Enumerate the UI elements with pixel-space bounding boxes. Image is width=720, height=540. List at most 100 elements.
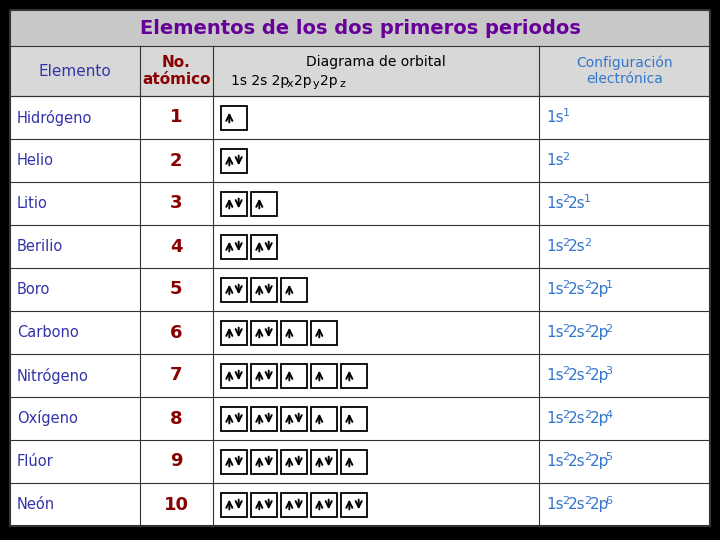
Bar <box>251 449 277 474</box>
Bar <box>281 492 307 516</box>
Text: 2p: 2p <box>294 74 312 88</box>
Text: 1: 1 <box>584 194 591 205</box>
Text: 2: 2 <box>562 194 570 205</box>
Text: 2p: 2p <box>590 454 609 469</box>
Text: 2: 2 <box>584 238 591 247</box>
Text: 2: 2 <box>562 152 570 161</box>
Text: 2: 2 <box>562 280 570 291</box>
Bar <box>251 407 277 430</box>
Text: 3: 3 <box>606 367 613 376</box>
Bar <box>281 363 307 388</box>
Bar <box>221 192 247 215</box>
Bar <box>251 278 277 301</box>
Text: Hidrógeno: Hidrógeno <box>17 110 92 125</box>
Text: Carbono: Carbono <box>17 325 78 340</box>
Text: 1s 2s 2p: 1s 2s 2p <box>231 74 289 88</box>
Text: 2p: 2p <box>590 497 609 512</box>
Text: 2s: 2s <box>568 497 585 512</box>
Text: Helio: Helio <box>17 153 54 168</box>
Text: 2: 2 <box>606 323 613 334</box>
Text: Elementos de los dos primeros periodos: Elementos de los dos primeros periodos <box>140 18 580 37</box>
Text: Elemento: Elemento <box>38 64 111 78</box>
Text: 2p: 2p <box>590 325 609 340</box>
Bar <box>341 407 367 430</box>
Text: 1s: 1s <box>546 411 564 426</box>
Bar <box>221 234 247 259</box>
Text: 4: 4 <box>606 409 613 420</box>
Text: 2: 2 <box>584 409 591 420</box>
Bar <box>281 278 307 301</box>
Bar <box>221 278 247 301</box>
Bar <box>251 234 277 259</box>
Text: 2: 2 <box>584 367 591 376</box>
Text: 2: 2 <box>562 453 570 462</box>
Bar <box>311 449 337 474</box>
Text: 1s: 1s <box>546 368 564 383</box>
Text: Oxígeno: Oxígeno <box>17 410 78 427</box>
Text: Diagrama de orbital: Diagrama de orbital <box>306 55 446 69</box>
Text: 8: 8 <box>170 409 183 428</box>
Text: Berilio: Berilio <box>17 239 63 254</box>
Text: 2s: 2s <box>568 239 585 254</box>
Text: 2: 2 <box>562 409 570 420</box>
Bar <box>10 46 710 96</box>
Text: Nitrógeno: Nitrógeno <box>17 368 89 383</box>
Text: 1s: 1s <box>546 153 564 168</box>
Text: Flúor: Flúor <box>17 454 54 469</box>
Text: 2s: 2s <box>568 368 585 383</box>
Bar <box>281 321 307 345</box>
Bar <box>251 192 277 215</box>
Text: Boro: Boro <box>17 282 50 297</box>
Text: 2: 2 <box>562 238 570 247</box>
Text: 4: 4 <box>170 238 182 255</box>
Text: 1s: 1s <box>546 282 564 297</box>
Bar <box>251 363 277 388</box>
Text: z: z <box>339 79 345 89</box>
Text: Configuración
electrónica: Configuración electrónica <box>576 56 672 86</box>
Bar <box>311 492 337 516</box>
Text: 2s: 2s <box>568 325 585 340</box>
Text: 1s: 1s <box>546 325 564 340</box>
Text: 1s: 1s <box>546 196 564 211</box>
Bar <box>221 407 247 430</box>
Text: 2: 2 <box>584 280 591 291</box>
Text: 2: 2 <box>562 323 570 334</box>
Bar <box>251 492 277 516</box>
Text: 2p: 2p <box>590 282 609 297</box>
Bar <box>221 449 247 474</box>
Text: 2: 2 <box>584 453 591 462</box>
Text: 1s: 1s <box>546 454 564 469</box>
Text: 6: 6 <box>170 323 182 341</box>
Text: 1: 1 <box>170 109 182 126</box>
Text: 1: 1 <box>606 280 613 291</box>
Text: 2: 2 <box>170 152 182 170</box>
Bar <box>341 363 367 388</box>
Bar <box>281 407 307 430</box>
Text: 2p: 2p <box>590 368 609 383</box>
Text: 1s: 1s <box>546 110 564 125</box>
Bar <box>221 105 247 130</box>
Text: 2p: 2p <box>590 411 609 426</box>
Text: 2: 2 <box>562 367 570 376</box>
Bar <box>10 10 710 46</box>
Bar <box>281 449 307 474</box>
Text: y: y <box>313 79 320 89</box>
Text: 1s: 1s <box>546 239 564 254</box>
Bar <box>311 363 337 388</box>
Bar <box>221 321 247 345</box>
Bar <box>341 492 367 516</box>
Text: 2s: 2s <box>568 282 585 297</box>
Text: Litio: Litio <box>17 196 48 211</box>
Text: 2: 2 <box>562 496 570 505</box>
Text: 2p: 2p <box>320 74 338 88</box>
Text: 3: 3 <box>170 194 182 213</box>
Bar <box>311 321 337 345</box>
Text: x: x <box>287 79 294 89</box>
Text: 10: 10 <box>163 496 189 514</box>
Bar <box>311 407 337 430</box>
Bar <box>251 321 277 345</box>
Text: No.
atómico: No. atómico <box>142 55 210 87</box>
Text: 5: 5 <box>170 280 182 299</box>
Bar <box>221 492 247 516</box>
Text: 9: 9 <box>170 453 182 470</box>
